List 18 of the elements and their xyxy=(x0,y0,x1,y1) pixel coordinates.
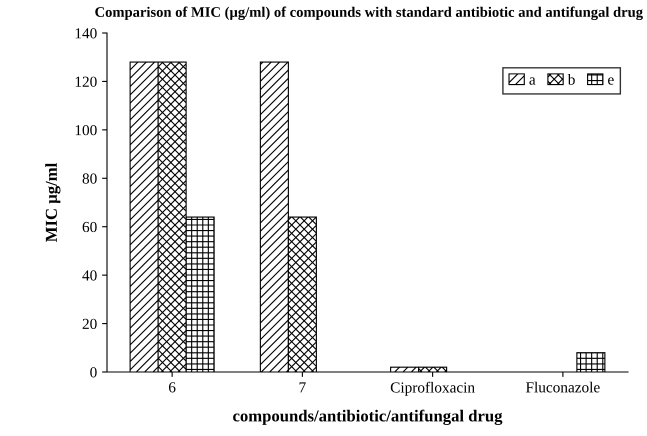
legend-label: b xyxy=(568,74,575,85)
legend-label: e xyxy=(608,77,614,85)
y-tick-label: 140 xyxy=(76,28,97,38)
y-tick-label: 60 xyxy=(82,222,97,232)
x-tick-label: Fluconazole xyxy=(526,382,600,392)
chart-title: Comparison of MIC (µg/ml) of compounds with standard antibiotic and antifungal drug xyxy=(95,6,643,20)
y-tick-label: 120 xyxy=(76,76,97,87)
x-axis-title: compounds/antibiotic/antifungal drug xyxy=(233,410,502,426)
y-tick-label: 100 xyxy=(76,125,97,136)
y-axis-title: MIC µg/ml xyxy=(45,163,60,242)
legend-label: a xyxy=(529,77,536,85)
y-tick-label: 40 xyxy=(82,270,97,281)
x-tick-label: Ciprofloxacin xyxy=(390,382,475,396)
y-tick-label: 20 xyxy=(82,318,97,330)
y-tick-label: 0 xyxy=(90,367,97,378)
x-tick-label: 7 xyxy=(300,382,306,392)
y-tick-label: 80 xyxy=(82,173,97,184)
x-tick-label: 6 xyxy=(168,382,176,392)
